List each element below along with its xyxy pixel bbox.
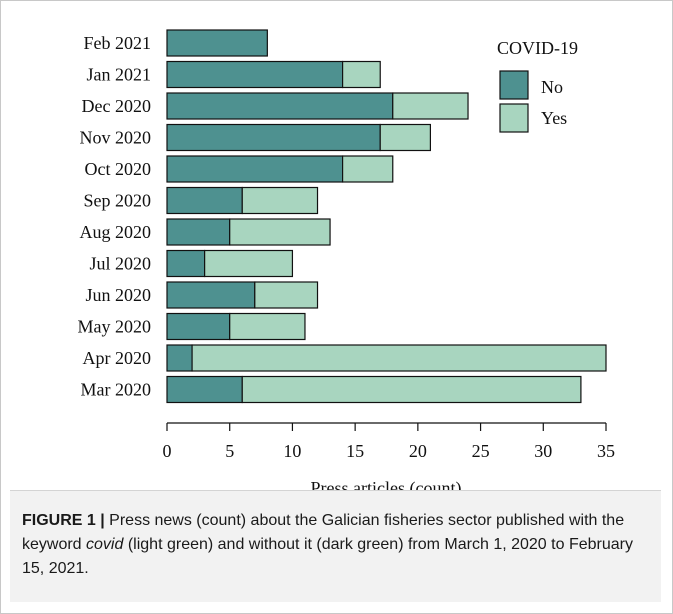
- bar-yes-nov-2020: [379, 123, 432, 152]
- caption-text-before: Press news (count) about the Galician fi…: [22, 512, 625, 553]
- y-axis-labels: Mar 2020 Apr 2020 May 2020 Jun 2020 Jul 2020…: [78, 33, 152, 400]
- bar-no-nov-2020: [166, 123, 381, 152]
- x-axis: 0 5 10 15 20 25 30 35: [163, 422, 615, 461]
- x-tick-label: 5: [225, 441, 234, 461]
- figure-label: FIGURE 1 |: [22, 512, 105, 529]
- bar-no-oct-2020: [166, 155, 344, 183]
- x-tick-label: 30: [534, 441, 552, 461]
- x-tick-label: 20: [409, 441, 427, 461]
- bar-yes-jun-2020: [254, 281, 319, 309]
- bar-no-aug-2020: [166, 218, 231, 246]
- y-tick-label: Apr 2020: [83, 348, 152, 368]
- legend-swatch-yes: [499, 103, 529, 133]
- x-tick-label: 10: [283, 441, 301, 461]
- bar-no-jul-2020: [166, 249, 206, 278]
- x-tick-label: 35: [597, 441, 615, 461]
- y-tick-label: May 2020: [78, 317, 152, 337]
- caption-text-after: (light green) and without it (dark green…: [22, 536, 633, 577]
- x-tick-label: 25: [472, 441, 490, 461]
- bar-no-may-2020: [166, 312, 231, 341]
- bar-yes-sep-2020: [241, 186, 319, 215]
- x-tick-label: 0: [163, 441, 172, 461]
- bar-no-jan-2021: [166, 60, 344, 89]
- x-axis-title: Press articles (count): [311, 478, 462, 490]
- bar-no-feb-2021: [166, 29, 268, 57]
- caption-box: [10, 490, 661, 602]
- legend-swatch-no: [499, 70, 529, 100]
- y-tick-label: Dec 2020: [82, 96, 151, 116]
- figure-caption: FIGURE 1 | Press news (count) about the …: [22, 509, 652, 581]
- bar-yes-dec-2020: [392, 92, 469, 120]
- legend: COVID-19 No Yes: [497, 38, 578, 133]
- bar-yes-apr-2020: [191, 344, 607, 372]
- bar-no-dec-2020: [166, 92, 394, 120]
- x-tick-label: 15: [346, 441, 364, 461]
- y-tick-label: Jan 2021: [87, 65, 152, 85]
- bar-no-mar-2020: [166, 375, 243, 404]
- stacked-bar-chart: Mar 2020 Apr 2020 May 2020 Jun 2020 Jul 2020…: [78, 29, 615, 490]
- caption-keyword: covid: [86, 536, 124, 553]
- y-tick-label: Oct 2020: [85, 159, 152, 179]
- bar-no-apr-2020: [166, 344, 193, 372]
- y-tick-label: Mar 2020: [81, 380, 152, 400]
- bar-yes-oct-2020: [342, 155, 394, 183]
- bar-yes-aug-2020: [229, 218, 331, 246]
- y-tick-label: Sep 2020: [84, 191, 152, 211]
- bar-no-sep-2020: [166, 186, 243, 215]
- legend-title: COVID-19: [497, 38, 578, 58]
- y-tick-label: Nov 2020: [80, 128, 152, 148]
- bar-yes-jul-2020: [204, 249, 294, 278]
- y-tick-label: Jul 2020: [89, 254, 151, 274]
- bar-no-jun-2020: [166, 281, 256, 309]
- bar-yes-may-2020: [229, 312, 306, 341]
- y-tick-label: Jun 2020: [85, 285, 151, 305]
- bar-yes-mar-2020: [241, 375, 582, 404]
- legend-label-no: No: [541, 77, 563, 97]
- bars-group: [166, 29, 607, 404]
- legend-label-yes: Yes: [541, 108, 567, 128]
- y-tick-label: Feb 2021: [84, 33, 152, 53]
- bar-yes-jan-2021: [342, 60, 381, 89]
- y-tick-label: Aug 2020: [80, 222, 152, 242]
